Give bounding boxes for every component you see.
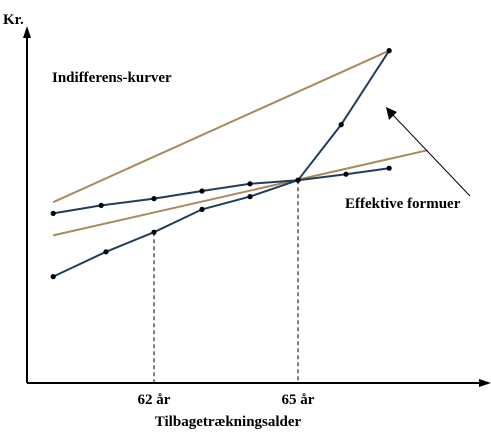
x-axis-label: Tilbagetrækningsalder xyxy=(155,414,302,430)
x-tick-label-62: 62 år xyxy=(138,392,171,408)
annotation-arrow-line xyxy=(391,113,471,197)
y-axis-label: Kr. xyxy=(3,12,24,28)
x-tick-label-65: 65 år xyxy=(282,392,315,408)
effective-wealth-line xyxy=(53,167,390,215)
data-point xyxy=(386,165,392,171)
annotation-pointer xyxy=(386,107,471,197)
data-point xyxy=(199,188,205,194)
data-point xyxy=(151,229,157,235)
y-axis-arrow xyxy=(23,26,31,38)
annotation-arrowhead xyxy=(386,107,397,120)
data-point xyxy=(199,206,205,212)
indifference-curves xyxy=(52,49,428,237)
data-point xyxy=(338,122,344,128)
guide-lines xyxy=(153,180,299,383)
data-point xyxy=(151,196,157,202)
indifference-curve-line xyxy=(52,149,428,237)
data-point xyxy=(247,181,253,187)
effective-wealth-label: Effektive formuer xyxy=(345,196,461,212)
data-point xyxy=(50,274,56,280)
data-point xyxy=(343,171,349,177)
effective-wealth-curves xyxy=(50,48,392,280)
data-point xyxy=(247,194,253,200)
indifference-curves-label: Indifferens-kurver xyxy=(52,70,172,86)
data-point xyxy=(295,177,301,183)
data-point xyxy=(386,48,392,54)
data-point xyxy=(50,210,56,216)
data-point xyxy=(103,249,109,255)
effective-wealth-line xyxy=(52,50,391,278)
indifference-curve-line xyxy=(52,49,390,204)
data-point xyxy=(98,202,104,208)
x-axis-arrow xyxy=(479,379,491,387)
